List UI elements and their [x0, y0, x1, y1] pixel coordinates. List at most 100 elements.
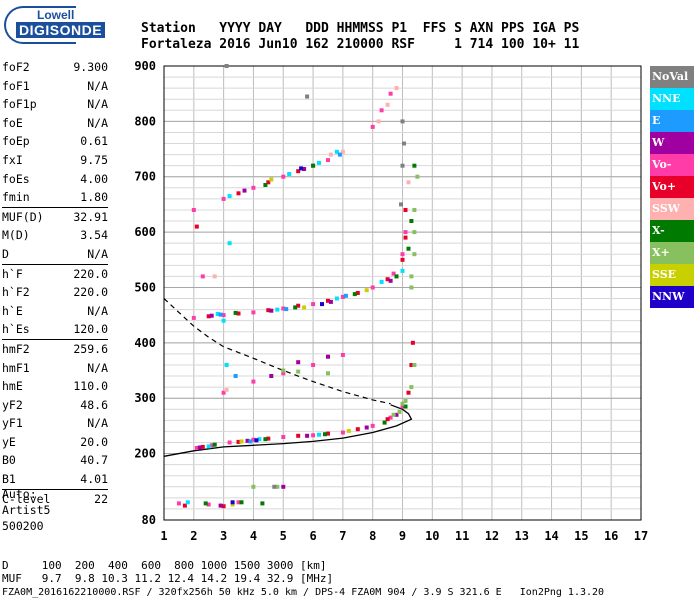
param-value: 110.0: [73, 379, 108, 394]
point-vo-: [281, 371, 286, 376]
legend-w: W: [650, 132, 694, 154]
point-x-: [212, 442, 217, 447]
point-x+: [412, 363, 417, 367]
parameter-panel: foF2 9.300 foF1 N/A foF1p N/A foE N/A foEp 0.61 fx…: [2, 58, 108, 508]
point-noval: [399, 202, 403, 207]
point-vo-: [191, 208, 196, 212]
param-value: 1.80: [80, 190, 108, 205]
point-nnw: [320, 302, 324, 307]
param-name: fxI: [2, 152, 23, 167]
point-x-: [394, 274, 399, 279]
point-x-: [409, 219, 414, 223]
auto-code: 500200: [2, 519, 44, 533]
param-value: 4.01: [80, 472, 108, 487]
param-value: 220.0: [73, 266, 108, 281]
point-w: [305, 433, 310, 438]
point-x-: [382, 420, 387, 425]
point-sse: [269, 177, 274, 182]
auto-label: Auto:: [2, 487, 37, 501]
point-ssw: [376, 119, 381, 124]
footer-distance: D 100 200 400 600 800 1000 1500 3000 [km…: [2, 559, 327, 572]
footer-muf: MUF 9.7 9.8 10.3 11.2 12.4 14.2 19.4 32.…: [2, 572, 334, 585]
param-value: 4.00: [80, 171, 108, 186]
param-fof1p: foF1p N/A: [2, 95, 108, 114]
point-x+: [275, 484, 280, 489]
point-x+: [397, 410, 402, 414]
point-e: [248, 439, 253, 444]
legend-vo+: Vo+: [650, 176, 694, 198]
param-clevel: C-level 22: [2, 488, 108, 509]
profile-curve: [163, 404, 413, 457]
legend-sse: SSE: [650, 264, 694, 286]
point-nne: [317, 432, 321, 437]
point-vo+: [266, 180, 271, 185]
point-vo-: [403, 230, 408, 235]
point-x+: [412, 208, 417, 212]
point-sse: [346, 428, 351, 433]
param-yf2: yF2 48.6: [2, 396, 108, 415]
param-b0: B0 40.7: [2, 451, 108, 470]
param-hmf1: hmF1 N/A: [2, 359, 108, 378]
x-tick-label: 13: [515, 529, 529, 543]
point-x-: [412, 163, 417, 168]
point-vo-: [370, 124, 375, 129]
point-nne: [400, 268, 405, 273]
point-ssw: [212, 274, 217, 279]
param-value: 20.0: [80, 434, 108, 449]
param-name: foEs: [2, 171, 30, 186]
x-tick-label: 2: [190, 529, 197, 543]
x-tick-label: 11: [455, 529, 469, 543]
param-fof1: foF1 N/A: [2, 77, 108, 96]
param-fmin: fmin 1.80: [2, 188, 108, 207]
point-x+: [391, 412, 396, 417]
param-yf1: yF1 N/A: [2, 414, 108, 433]
y-tick-label: 600: [134, 225, 156, 239]
param-value: N/A: [87, 246, 108, 261]
param-value: 120.0: [73, 322, 108, 337]
point-w: [302, 167, 307, 171]
point-vo-: [251, 437, 256, 442]
x-tick-label: 16: [604, 529, 618, 543]
point-w: [218, 503, 223, 508]
point-x+: [251, 484, 256, 489]
param-name: foE: [2, 115, 23, 130]
header-line-1: Station YYYY DAY DDD HHMMSS P1 FFS S AXN…: [141, 21, 580, 36]
point-x+: [412, 252, 417, 257]
param-name: yF1: [2, 416, 23, 431]
point-vo+: [266, 308, 271, 313]
point-vo+: [409, 363, 414, 367]
param-value: N/A: [87, 115, 108, 130]
param-name: C-level: [2, 491, 51, 506]
x-tick-label: 8: [369, 529, 376, 543]
point-nne: [206, 444, 211, 449]
x-tick-label: 10: [425, 529, 439, 543]
param-value: 259.6: [73, 341, 108, 356]
logo-ring: [4, 6, 76, 44]
param-d: D N/A: [2, 245, 108, 264]
point-vo+: [266, 436, 271, 441]
legend-x+: X+: [650, 242, 694, 264]
point-vo+: [194, 224, 199, 229]
point-nne: [257, 437, 262, 442]
param-value: 9.300: [73, 60, 108, 74]
param-name: hmF2: [2, 341, 30, 356]
y-tick-label: 200: [134, 447, 156, 461]
point-vo+: [326, 431, 330, 436]
point-nne: [334, 149, 339, 154]
param-value: 40.7: [80, 453, 108, 468]
param-name: M(D): [2, 228, 30, 243]
point-e: [343, 293, 348, 298]
point-vo-: [221, 196, 226, 201]
point-w: [197, 445, 202, 450]
point-nne: [215, 312, 220, 316]
point-x+: [400, 401, 405, 406]
param-name: h`F: [2, 266, 23, 281]
point-w: [364, 425, 369, 430]
param-value: 220.0: [73, 285, 108, 300]
point-vo+: [296, 433, 301, 438]
point-sse: [230, 502, 235, 507]
point-vo+: [410, 340, 415, 345]
param-name: hmE: [2, 379, 23, 394]
param-name: h`E: [2, 303, 23, 318]
point-vo+: [236, 191, 241, 196]
